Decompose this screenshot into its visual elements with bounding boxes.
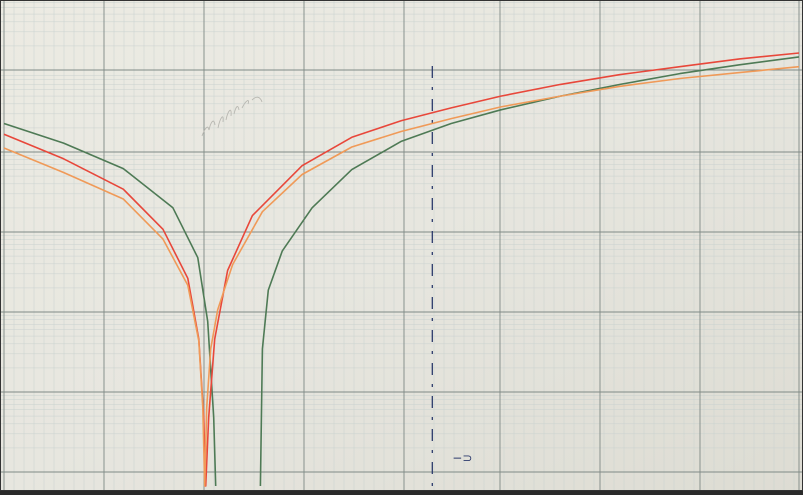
marker-layer: −⊃ [431,66,472,486]
series-line-1 [3,56,800,487]
pencil-scribble [201,96,263,137]
series-line-2 [3,52,800,487]
marker-label: −⊃ [452,451,472,465]
series-layer [3,52,800,487]
series-line-3 [3,65,800,487]
